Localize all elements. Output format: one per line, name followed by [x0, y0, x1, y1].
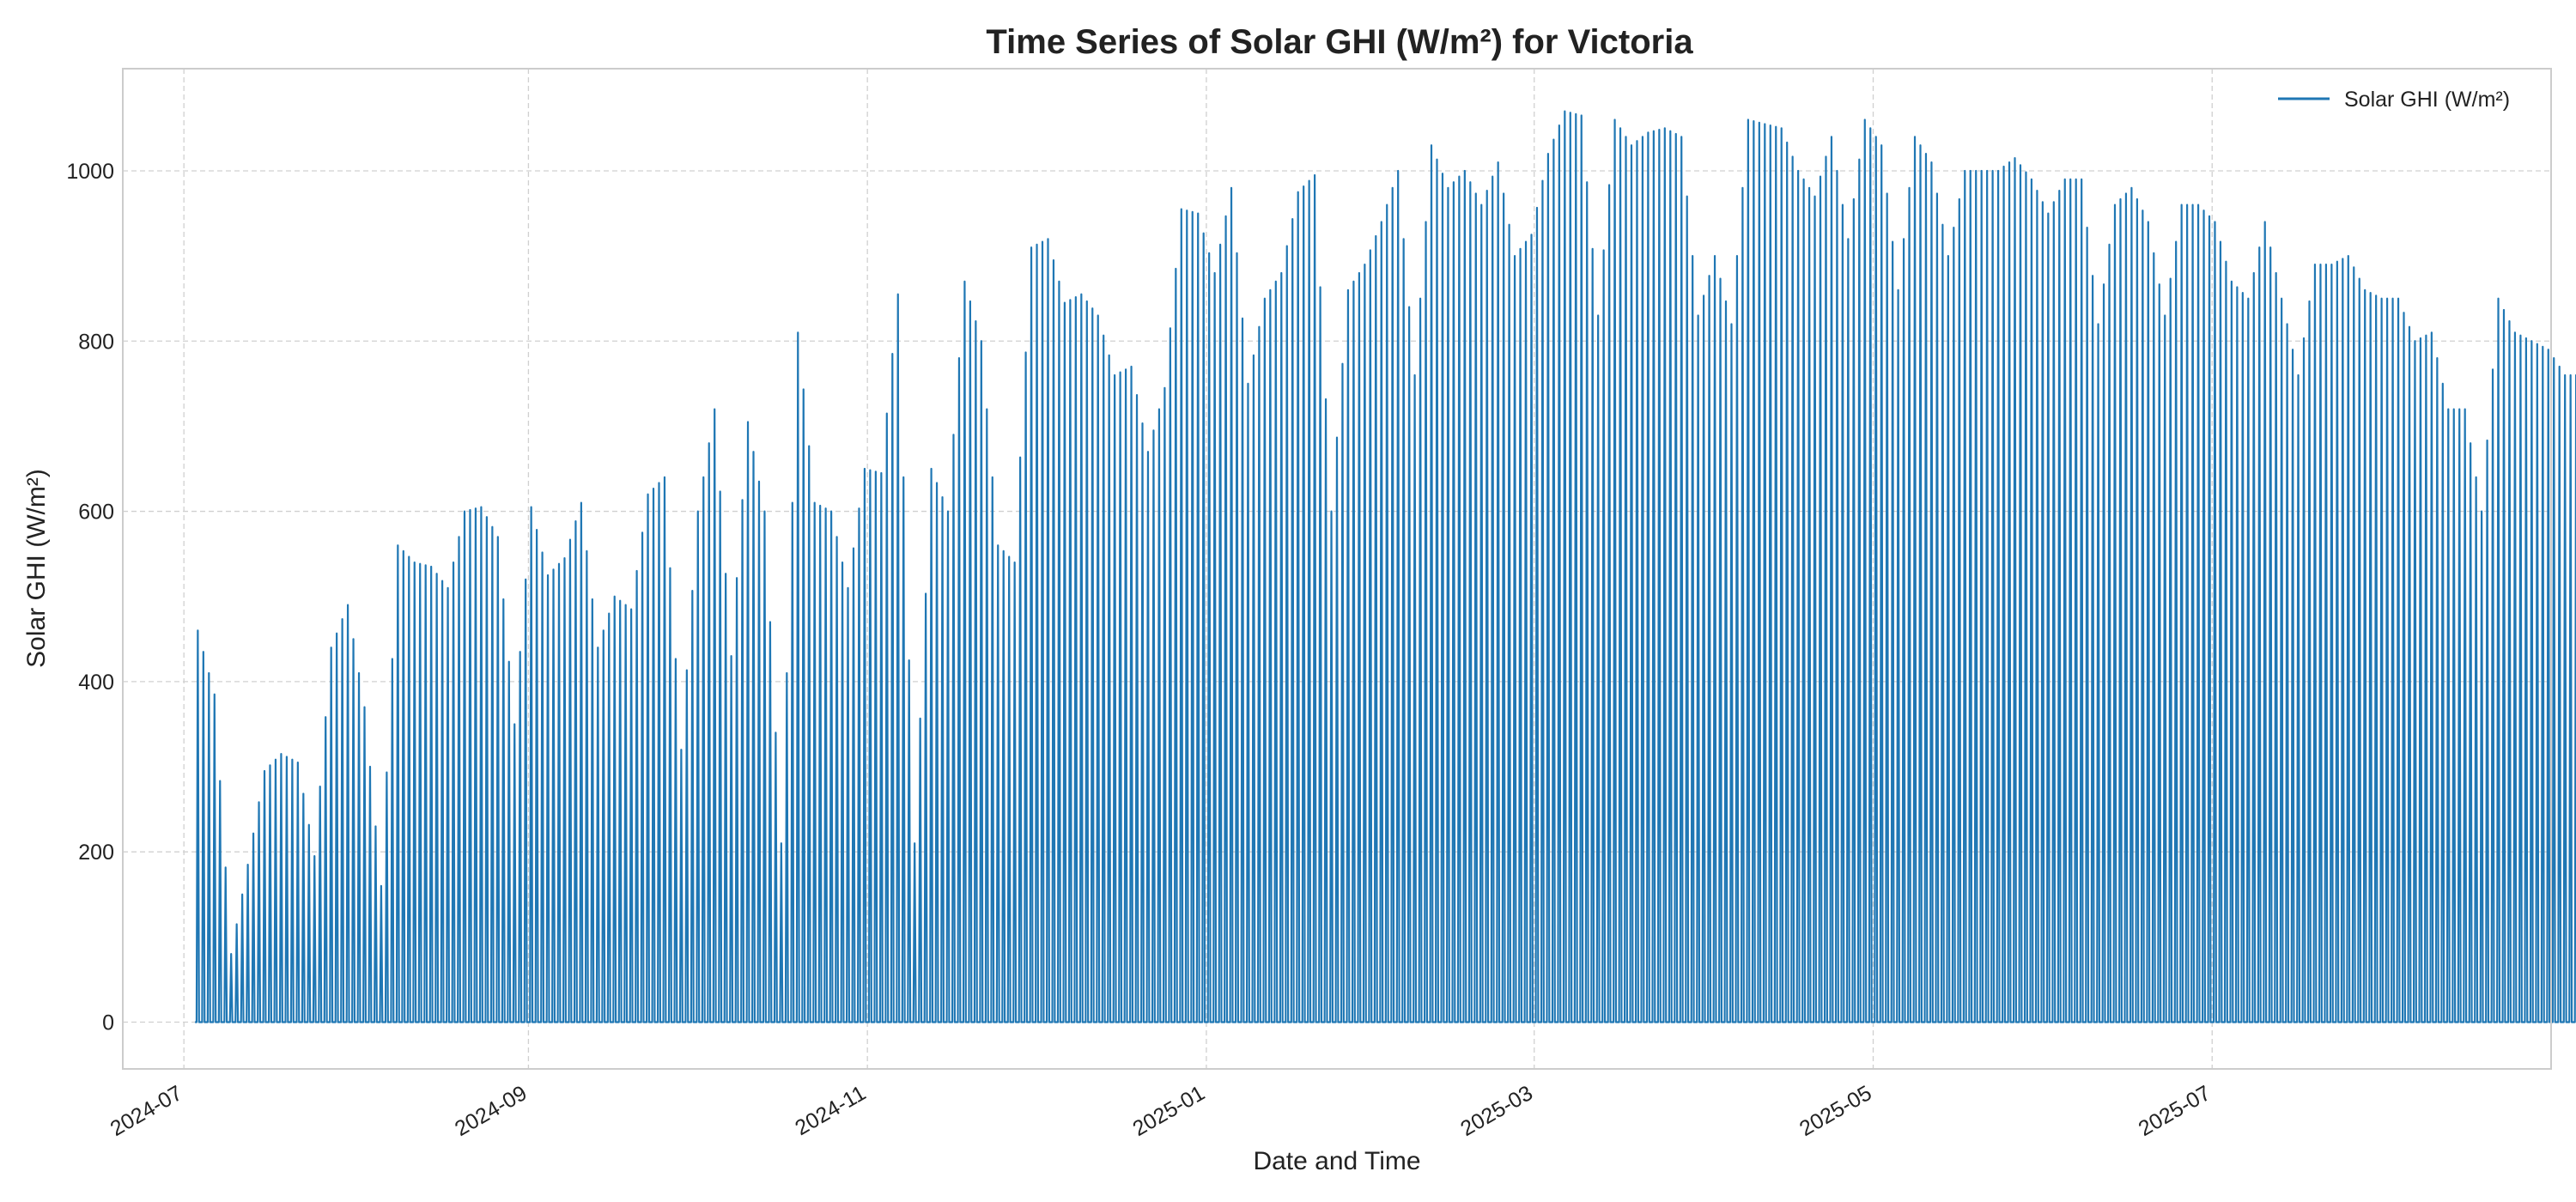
y-tick-label: 200: [78, 841, 114, 865]
legend: Solar GHI (W/m²): [2267, 79, 2537, 118]
chart-title: Time Series of Solar GHI (W/m²) for Vict…: [986, 23, 1693, 61]
y-tick-label: 800: [78, 330, 114, 354]
y-tick-labels: 0 200 400 600 800 1000: [66, 160, 114, 1035]
series-layer: [195, 110, 2576, 1023]
y-tick-label: 0: [102, 1011, 114, 1035]
y-tick-label: 1000: [66, 160, 114, 184]
series-line-solar-ghi: [195, 110, 2576, 1023]
plot-frame: [122, 68, 2552, 1070]
y-tick-label: 400: [78, 671, 114, 695]
x-axis-label: Date and Time: [1253, 1147, 1420, 1175]
y-axis-label: Solar GHI (W/m²): [22, 469, 51, 668]
y-tick-label: 600: [78, 501, 114, 525]
legend-label: Solar GHI (W/m²): [2344, 88, 2510, 112]
